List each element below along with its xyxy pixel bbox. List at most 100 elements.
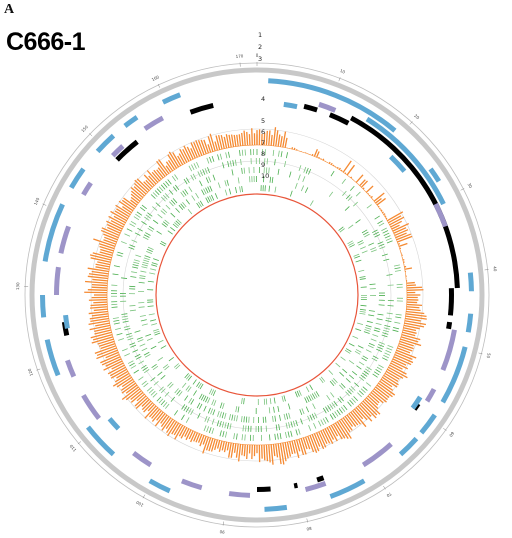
histogram-bar <box>393 227 407 234</box>
histogram-bar <box>186 146 194 160</box>
histogram-bar <box>91 270 109 275</box>
heat-bar <box>211 399 215 406</box>
histogram-bar <box>236 134 239 147</box>
heat-bar <box>195 192 199 199</box>
heat-bar <box>219 153 223 160</box>
heat-bar <box>187 375 193 381</box>
heat-bar <box>374 215 380 220</box>
feature-segment-black <box>293 482 298 489</box>
histogram-bar <box>406 306 420 309</box>
heat-bar <box>141 380 147 386</box>
heat-bar <box>384 352 391 356</box>
heat-bar <box>285 422 288 429</box>
heat-bar <box>386 347 393 351</box>
heat-bar <box>378 344 384 348</box>
heat-bar <box>157 357 163 362</box>
histogram-bar <box>105 351 119 359</box>
heat-bar <box>290 421 293 428</box>
track-number-label: 6 <box>261 128 265 136</box>
histogram-bar <box>184 428 190 437</box>
heat-bar <box>359 310 366 313</box>
histogram-bar <box>293 440 300 459</box>
histogram-bar <box>178 153 186 164</box>
histogram-bar <box>313 148 318 157</box>
heat-bar <box>345 194 351 200</box>
heat-bar <box>328 191 334 197</box>
heat-bar <box>141 221 147 225</box>
heat-bar <box>211 418 215 425</box>
tick-mark <box>36 368 41 371</box>
histogram-bar <box>217 134 223 150</box>
heat-bar <box>349 244 355 248</box>
heat-bar <box>142 261 149 265</box>
heat-bar <box>196 161 200 168</box>
histogram-bar <box>315 432 325 450</box>
heat-bar <box>138 306 145 308</box>
histogram-bar <box>160 414 168 424</box>
histogram-bar <box>167 154 178 169</box>
histogram-bar <box>183 145 192 161</box>
heat-bar <box>283 413 286 420</box>
heat-bar <box>148 225 155 230</box>
heat-bar <box>141 347 148 352</box>
histogram-bar <box>315 151 320 158</box>
histogram-bar <box>93 238 116 248</box>
heat-bar <box>133 369 140 374</box>
heat-bar <box>318 420 322 427</box>
heat-bar <box>150 319 157 322</box>
heat-bar <box>382 332 389 335</box>
heat-bar <box>199 170 204 176</box>
heat-bar <box>182 202 187 208</box>
heat-bar <box>217 410 220 417</box>
heat-bar <box>117 251 124 255</box>
histogram-bar <box>167 159 176 170</box>
heat-bar <box>167 230 173 235</box>
heat-bar <box>221 412 225 419</box>
histogram-bar <box>156 169 164 179</box>
heat-bar <box>205 197 209 204</box>
heat-bar <box>357 345 364 349</box>
histogram-bar <box>97 261 111 266</box>
heat-bar <box>319 377 324 384</box>
heat-bar <box>208 388 213 395</box>
gene-segment-blue <box>428 167 442 183</box>
heat-bar <box>139 277 146 280</box>
histogram-bar <box>87 289 108 291</box>
heat-bar <box>366 382 372 387</box>
heat-bar <box>174 388 179 394</box>
histogram-bar <box>380 378 393 388</box>
heat-bar <box>232 160 235 167</box>
histogram-bar <box>108 215 125 226</box>
heat-bar <box>188 397 193 404</box>
heat-bar <box>157 371 163 376</box>
heat-bar <box>314 412 318 419</box>
histogram-bar <box>90 303 108 307</box>
heat-bar <box>298 428 301 435</box>
histogram-bar <box>197 434 203 443</box>
histogram-bar <box>300 438 307 455</box>
heat-bar <box>394 321 401 324</box>
heat-bar <box>202 169 206 175</box>
heat-bar <box>147 246 154 250</box>
heat-bar <box>345 348 352 352</box>
heat-bar <box>168 383 174 389</box>
heat-bar <box>168 189 174 195</box>
histogram-bar <box>92 278 108 282</box>
heat-bar <box>146 386 152 392</box>
histogram-bar <box>406 286 423 289</box>
heat-bar <box>340 406 346 412</box>
heat-bar <box>161 196 166 202</box>
gene-segment-purple <box>228 491 251 498</box>
heat-bar <box>200 394 205 401</box>
heat-bar <box>376 348 382 352</box>
tick-mark <box>338 77 341 82</box>
heat-bar <box>351 370 358 376</box>
histogram-bar <box>373 388 388 401</box>
gene-segment-purple <box>318 101 337 113</box>
heat-bar <box>355 259 362 263</box>
heat-bar <box>160 388 166 394</box>
histogram-bar <box>171 422 180 435</box>
panel-label: A <box>4 2 15 17</box>
histogram-bar <box>372 390 387 403</box>
heat-bar <box>308 395 312 402</box>
